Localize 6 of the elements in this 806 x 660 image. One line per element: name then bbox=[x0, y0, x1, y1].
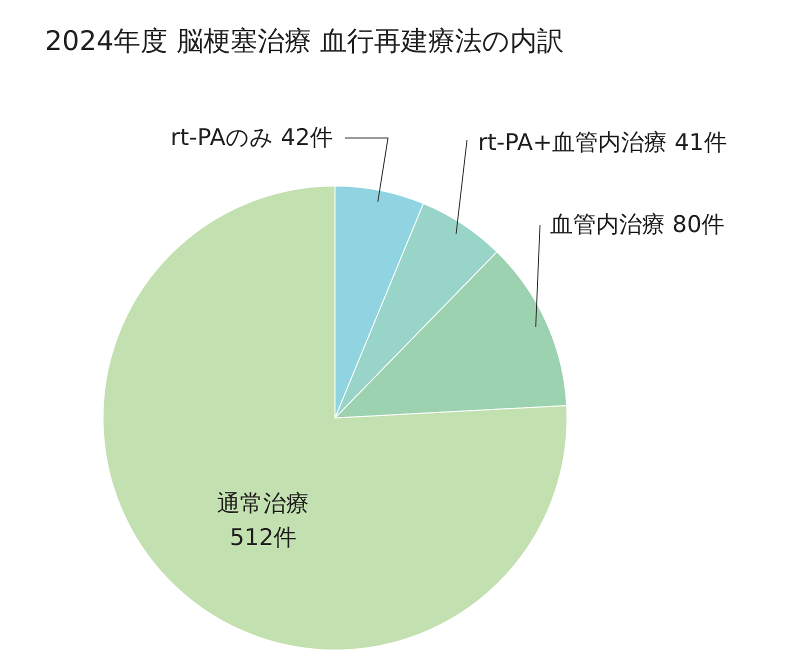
slice-label: rt-PAのみ 42件 bbox=[170, 125, 333, 151]
slice-label: 血管内治療 80件 bbox=[550, 212, 725, 238]
slice-label: rt-PA+血管内治療 41件 bbox=[478, 130, 727, 156]
data-label: 512件 bbox=[230, 524, 297, 551]
slice-label: 通常治療 bbox=[217, 490, 310, 517]
chart-title: 2024年度 脳梗塞治療 血行再建療法の内訳 bbox=[45, 26, 564, 57]
